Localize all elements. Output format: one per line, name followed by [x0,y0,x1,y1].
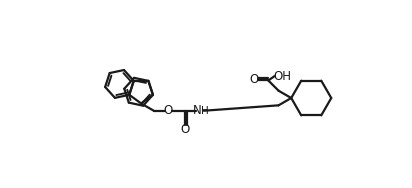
Text: OH: OH [273,70,291,83]
Text: O: O [180,123,189,136]
Text: O: O [164,104,173,117]
Text: H: H [201,106,208,116]
Text: O: O [250,73,259,86]
Text: N: N [193,104,202,117]
